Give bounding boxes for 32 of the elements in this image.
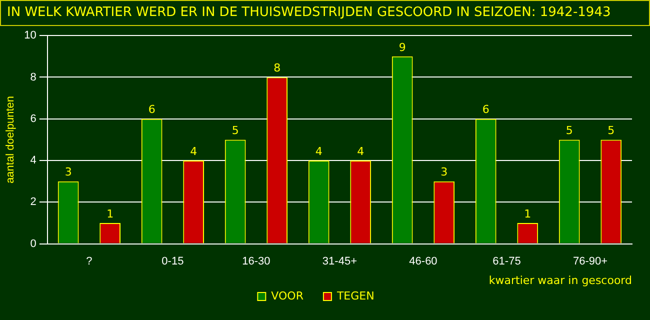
data-label: 5 bbox=[232, 124, 239, 138]
data-label: 1 bbox=[106, 207, 114, 220]
y-tick-label: 0 bbox=[30, 238, 36, 250]
data-label: 5 bbox=[566, 124, 573, 138]
y-axis-title: aantal doelpunten bbox=[4, 96, 17, 184]
chart-title: IN WELK KWARTIER WERD ER IN DE THUISWEDSTRIJDEN GESCOORD IN SEIZOEN: 1942-1943 bbox=[0, 0, 650, 26]
legend-label: TEGEN bbox=[336, 289, 374, 302]
data-label: 3 bbox=[64, 166, 72, 179]
x-tick-label: 0-15 bbox=[162, 255, 184, 268]
data-label: 3 bbox=[440, 166, 448, 179]
data-label: 4 bbox=[357, 144, 364, 158]
data-label: 4 bbox=[190, 144, 198, 158]
x-tick-label: 31-45+ bbox=[322, 255, 357, 268]
y-tick-label: 2 bbox=[30, 196, 36, 208]
x-axis-title: kwartier waar in gescoord bbox=[488, 274, 632, 287]
x-tick-label: 76-90+ bbox=[572, 255, 608, 268]
data-label: 1 bbox=[524, 207, 532, 220]
data-label: 4 bbox=[315, 144, 322, 158]
y-tick-label: 10 bbox=[24, 30, 36, 42]
x-tick-label: ? bbox=[86, 255, 92, 268]
x-tick-label: 46-60 bbox=[409, 255, 438, 268]
legend-label: VOOR bbox=[271, 289, 304, 302]
data-label: 5 bbox=[608, 124, 615, 138]
data-label: 6 bbox=[148, 103, 156, 116]
y-tick-label: 8 bbox=[30, 71, 36, 84]
y-tick-label: 6 bbox=[30, 112, 36, 125]
y-tick-label: 4 bbox=[30, 154, 36, 167]
x-tick-label: 16-30 bbox=[242, 255, 270, 268]
data-label: 6 bbox=[482, 103, 490, 116]
data-label: 9 bbox=[398, 40, 406, 54]
data-label: 8 bbox=[274, 62, 281, 75]
x-tick-label: 61-75 bbox=[492, 255, 521, 268]
